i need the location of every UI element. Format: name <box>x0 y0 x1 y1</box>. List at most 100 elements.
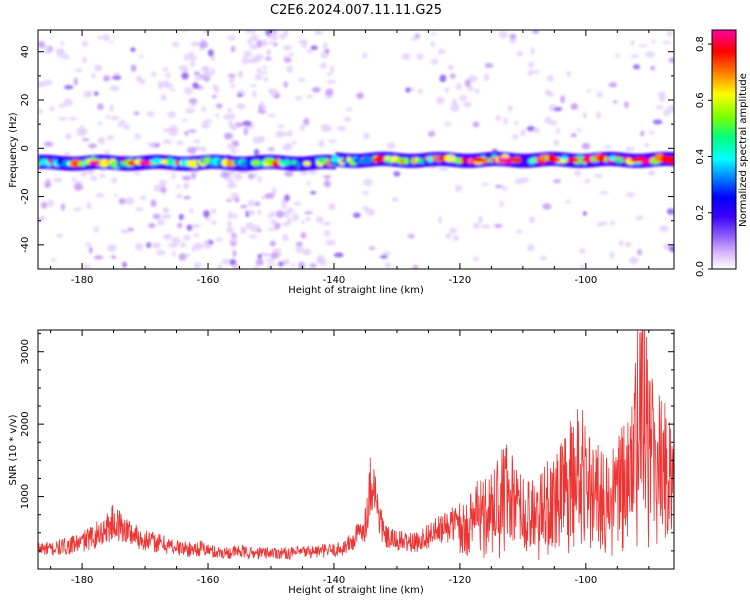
spectrogram-y-ticks: -40 -20 0 20 40 <box>20 45 674 253</box>
noise-blob <box>201 106 207 112</box>
noise-blob <box>97 103 104 111</box>
noise-blob <box>520 177 529 183</box>
noise-blob <box>533 127 540 134</box>
noise-blob <box>555 128 561 134</box>
noise-blob <box>253 148 260 156</box>
noise-blob <box>303 117 310 126</box>
noise-blob <box>528 61 535 68</box>
noise-blob <box>275 210 285 219</box>
noise-blob <box>529 216 536 224</box>
noise-blob <box>135 207 144 212</box>
band-blob <box>303 161 311 166</box>
noise-blob <box>499 200 504 208</box>
noise-blob <box>182 57 190 61</box>
spectrogram-x-ticks: -180 -160 -140 -120 -100 <box>50 30 650 286</box>
noise-blob <box>160 94 168 101</box>
noise-blob <box>81 40 89 47</box>
noise-blob <box>553 107 562 112</box>
x-tick-label: -100 <box>574 575 597 586</box>
noise-blob <box>203 210 210 218</box>
noise-blob <box>382 251 391 256</box>
noise-blob <box>596 222 604 227</box>
noise-blob <box>232 213 238 219</box>
noise-blob <box>162 233 173 241</box>
noise-blob <box>546 75 554 82</box>
noise-blob <box>42 79 53 86</box>
noise-blob <box>316 30 324 35</box>
band-blob <box>363 156 374 163</box>
spectrogram-x-axis-label: Height of straight line (km) <box>288 285 424 296</box>
noise-blob <box>603 145 612 149</box>
noise-blob <box>95 193 105 198</box>
noise-blob <box>463 101 472 108</box>
noise-blob <box>206 244 211 249</box>
noise-blob <box>106 134 115 141</box>
noise-blob <box>220 171 230 179</box>
y-tick-label: 2000 <box>20 411 31 436</box>
band-blob <box>454 157 464 164</box>
noise-blob <box>353 212 361 218</box>
noise-blob <box>152 213 161 220</box>
noise-blob <box>230 84 236 88</box>
noise-blob <box>73 207 82 212</box>
noise-blob <box>228 76 235 84</box>
noise-blob <box>407 234 415 239</box>
noise-blob <box>81 264 91 269</box>
noise-blob <box>560 95 565 104</box>
noise-blob <box>284 171 294 177</box>
noise-blob <box>272 35 278 42</box>
noise-blob <box>215 237 223 242</box>
band-peak <box>472 157 485 163</box>
noise-blob <box>150 199 157 208</box>
band-blob <box>295 161 301 169</box>
noise-blob <box>324 230 331 237</box>
noise-blob <box>392 197 398 203</box>
noise-blob <box>333 252 344 258</box>
noise-blob <box>38 81 46 88</box>
noise-blob <box>405 87 411 93</box>
y-tick-label: 0 <box>20 145 31 151</box>
noise-blob <box>68 117 77 121</box>
noise-blob <box>295 241 303 247</box>
noise-blob <box>257 228 262 233</box>
noise-blob <box>618 240 624 247</box>
noise-blob <box>232 250 237 257</box>
noise-blob <box>247 199 256 207</box>
noise-blob <box>320 51 329 59</box>
noise-blob <box>113 193 118 197</box>
noise-blob <box>181 72 189 80</box>
noise-blob <box>648 170 656 175</box>
noise-blob <box>532 30 540 35</box>
noise-blob <box>99 173 106 178</box>
noise-blob <box>645 51 655 58</box>
noise-blob <box>40 201 48 209</box>
noise-blob <box>386 142 396 150</box>
noise-blob <box>91 73 96 79</box>
noise-blob <box>325 239 336 246</box>
noise-blob <box>82 128 88 135</box>
noise-blob <box>177 222 183 229</box>
noise-blob <box>247 38 253 45</box>
noise-blob <box>580 263 585 269</box>
band-blob <box>331 155 340 162</box>
noise-blob <box>193 139 201 144</box>
noise-blob <box>183 234 191 241</box>
noise-blob <box>230 46 235 53</box>
noise-blob <box>225 176 233 182</box>
noise-blob <box>38 217 44 223</box>
noise-blob <box>43 141 54 147</box>
noise-blob <box>309 263 317 268</box>
noise-blob <box>655 105 664 110</box>
band-cell <box>408 153 411 168</box>
noise-blob <box>191 246 197 252</box>
noise-blob <box>170 88 176 92</box>
noise-blob <box>473 222 480 230</box>
snr-x-axis-label: Height of straight line (km) <box>288 585 424 596</box>
noise-blob <box>186 146 197 154</box>
noise-blob <box>290 263 296 267</box>
x-tick-label: -120 <box>449 575 472 586</box>
noise-blob <box>73 183 84 191</box>
x-tick-label: -100 <box>574 275 597 286</box>
noise-blob <box>447 64 454 71</box>
